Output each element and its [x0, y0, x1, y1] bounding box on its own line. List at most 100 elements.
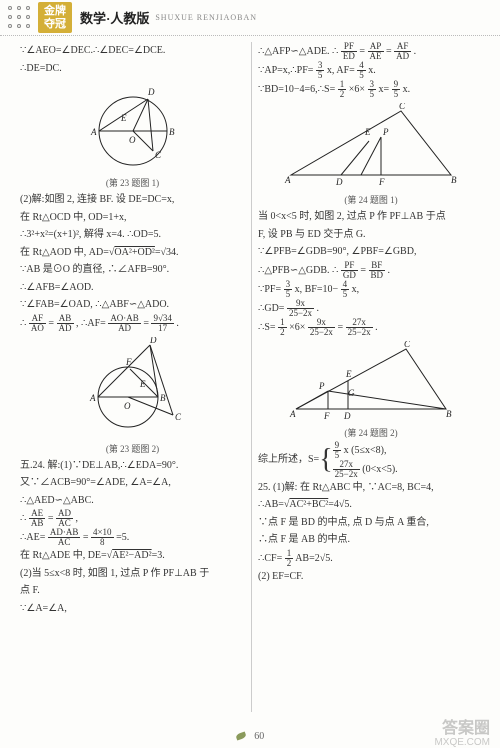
text-line: ∵∠FAB=∠OAD, ∴△ABF∽△ADO. [20, 296, 245, 314]
t: AB=2√5. [295, 552, 333, 563]
subject-pinyin: SHUXUE RENJIAOBAN [155, 13, 257, 22]
text-line: ∵∠PFB=∠GDB=90°, ∠PBF=∠GBD, [258, 243, 484, 261]
text-line: ∴∠AFB=∠AOD. [20, 279, 245, 297]
fig-caption: (第 24 题图 1) [258, 193, 484, 206]
text-line: ∴3²+x²=(x+1)², 解得 x=4. ∴OD=5. [20, 226, 245, 244]
frac: 95 [392, 80, 401, 99]
t: ∴ [20, 317, 26, 328]
frac: BFBD [369, 261, 386, 280]
frac: 95 [333, 441, 342, 460]
frac: AFAD [394, 42, 411, 61]
figure-24-2: A B C D E F G P [258, 341, 484, 424]
sqrt: OA²+OD² [114, 247, 155, 258]
frac: 12 [338, 80, 347, 99]
t: x, [352, 283, 360, 294]
frac: 45 [341, 280, 350, 299]
triangle-diagram-2: A B C D E F G P [286, 341, 456, 421]
text-line: 当 0<x<5 时, 如图 2, 过点 P 作 PF⊥AB 于点 [258, 208, 484, 226]
pt-A: A [90, 127, 97, 137]
sqrt: AC²+BC² [289, 499, 328, 510]
pt-B: B [160, 393, 166, 403]
t: =√34. [155, 247, 179, 258]
sqrt: AE²−AD² [112, 550, 151, 561]
t: = [83, 532, 89, 543]
t: 在 Rt△AOD 中, AD= [20, 247, 109, 258]
text-line: ∵AP=x,∴PF= 35 x, AF= 45 x. [258, 61, 484, 80]
text-line: ∵点 F 是 BD 的中点, 点 D 与点 A 重合, [258, 514, 484, 532]
circle-diagram-1: A B C D O E [73, 81, 193, 171]
t: , ∴AF= [76, 317, 106, 328]
fig-caption: (第 23 题图 2) [20, 442, 245, 455]
t: . [317, 302, 320, 313]
t: = [337, 321, 343, 332]
pt-C: C [175, 412, 182, 422]
pt-F: F [323, 411, 330, 421]
pt-F: F [378, 177, 385, 187]
frac: 35 [284, 280, 293, 299]
t: ∴AB= [258, 499, 284, 510]
right-column: ∴△AFP∽△ADE. ∴ PFED = APAE = AFAD . ∵AP=x… [252, 42, 490, 712]
text-line: 五.24. 解:(1)∵DE⊥AB,∴∠EDA=90°. [20, 457, 245, 475]
frac: 35 [316, 61, 325, 80]
t: =5. [116, 532, 129, 543]
pt-E: E [139, 379, 146, 389]
t: . [375, 321, 378, 332]
t: ∴AE= [20, 532, 45, 543]
t: , [76, 513, 79, 524]
t: =3. [152, 550, 165, 561]
text-line: (2) EF=CF. [258, 568, 484, 586]
pt-B: B [169, 127, 175, 137]
pt-E: E [345, 369, 352, 379]
pt-D: D [147, 87, 155, 97]
pt-F: F [125, 357, 132, 367]
t: ×6× [289, 321, 305, 332]
text-line: 在 Rt△AOD 中, AD=√OA²+OD²=√34. [20, 244, 245, 262]
frac: 9x25−2x [308, 318, 335, 337]
t: ∵BD=10−4=6,∴S= [258, 84, 335, 95]
text-line: 又∵∠ACB=90°=∠ADE, ∠A=∠A, [20, 474, 245, 492]
left-column: ∵∠AEO=∠DEC.∴∠DEC=∠DCE. ∴DE=DC. A B C D O… [14, 42, 252, 712]
brace-icon: { [319, 446, 332, 474]
t: ∴GD= [258, 302, 284, 313]
t: . [176, 317, 179, 328]
fig-caption: (第 23 题图 1) [20, 176, 245, 189]
frac: AEAB [29, 509, 46, 528]
pt-A: A [284, 175, 291, 185]
pt-O: O [124, 401, 131, 411]
text-line: ∴DE=DC. [20, 60, 245, 78]
frac: 12 [285, 549, 294, 568]
triangle-diagram-1: A B C D E F P [281, 103, 461, 188]
frac: 12 [278, 318, 287, 337]
t: ×6× [349, 84, 365, 95]
t: x. [403, 84, 411, 95]
t: = [143, 317, 149, 328]
t: = [359, 46, 365, 57]
pt-C: C [404, 341, 411, 349]
frac: APAE [368, 42, 384, 61]
t: = [48, 513, 54, 524]
frac: ABAD [57, 314, 74, 333]
text-line: (2)当 5≤x<8 时, 如图 1, 过点 P 作 PF⊥AB 于 [20, 565, 245, 583]
pt-P: P [382, 127, 389, 137]
pt-P: P [318, 381, 325, 391]
t: = [48, 317, 54, 328]
figure-23-2: A B C D O E F [20, 337, 245, 440]
text-line: ∴△AED∽△ABC. [20, 492, 245, 510]
t: = [360, 264, 366, 275]
watermark-text: 答案圈 [442, 714, 490, 738]
watermark-site: MXQE.COM [434, 737, 490, 748]
text-line: ∵BD=10−4=6,∴S= 12 ×6× 35 x= 95 x. [258, 80, 484, 99]
t: 综上所述，S= [258, 451, 319, 469]
t: ∴△PFB∽△GDB. ∴ [258, 264, 338, 275]
pt-A: A [89, 393, 96, 403]
figure-23-1: A B C D O E [20, 81, 245, 174]
text-line: ∴△PFB∽△GDB. ∴ PFGD = BFBD . [258, 261, 484, 280]
page-number: 60 [254, 731, 264, 742]
text-line: 25. (1)解: 在 Rt△ABC 中, ∵AC=8, BC=4, [258, 479, 484, 497]
t: x (5≤x<8), [344, 444, 387, 455]
t: ∴ [20, 513, 26, 524]
page-header: 金牌 夺冠 数学·人教版 SHUXUE RENJIAOBAN [0, 0, 500, 36]
frac: 27x25−2x [346, 318, 373, 337]
pt-B: B [451, 175, 457, 185]
pt-B: B [446, 409, 452, 419]
